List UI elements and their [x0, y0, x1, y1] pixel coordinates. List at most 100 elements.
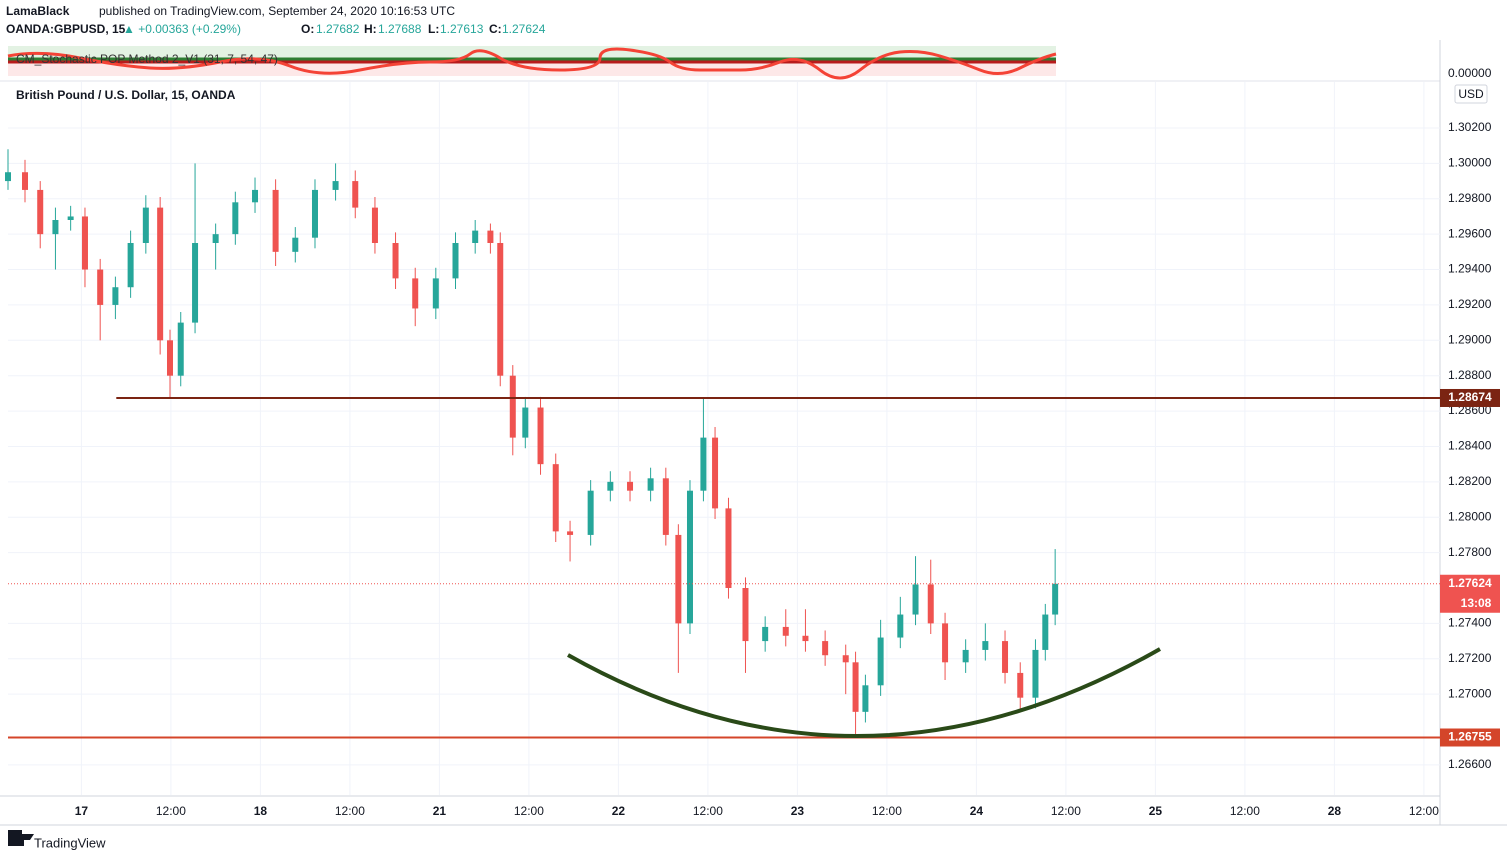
candle-body	[742, 588, 749, 642]
candle-body	[37, 189, 44, 235]
y-tick-label: 1.28200	[1448, 474, 1492, 488]
candle-body	[675, 534, 682, 624]
currency: USD	[1458, 87, 1484, 101]
x-tick-label: 12:00	[872, 804, 902, 818]
y-tick-label: 1.27200	[1448, 651, 1492, 665]
candle-body	[232, 202, 239, 235]
y-tick-label: 1.29200	[1448, 297, 1492, 311]
candle-body	[472, 230, 479, 243]
indicator-name: CM_Stochastic POP Method 2_V1 (31, 7, 54…	[16, 52, 278, 66]
candle-body	[1042, 614, 1049, 650]
candle-body	[802, 635, 809, 642]
x-tick-label: 24	[970, 804, 984, 818]
candle-body	[942, 623, 949, 663]
candle-body	[782, 626, 789, 636]
candle-body	[5, 172, 11, 182]
candle-body	[157, 207, 164, 341]
y-tick-label: 1.29400	[1448, 262, 1492, 276]
candle-body	[1052, 583, 1059, 615]
candle-body	[166, 340, 173, 376]
x-tick-label: 17	[75, 804, 89, 818]
candle-body	[292, 237, 299, 252]
candle-body	[962, 649, 969, 663]
marks	[5, 149, 1440, 739]
x-tick-label: 12:00	[156, 804, 186, 818]
candle-body	[371, 207, 378, 243]
candle-body	[1032, 649, 1039, 698]
open: 1.27682	[316, 22, 360, 36]
candle-body	[662, 478, 669, 535]
candle-body	[627, 481, 634, 491]
candle-body	[567, 531, 574, 535]
candle-body	[852, 662, 859, 712]
rounded-bottom-drawing	[567, 647, 1161, 738]
x-tick-label: 12:00	[514, 804, 544, 818]
candle-body	[897, 614, 904, 638]
x-tick-label: 12:00	[1230, 804, 1260, 818]
brand: TradingView	[34, 835, 106, 850]
last-price-box	[1440, 574, 1500, 613]
candle-body	[22, 172, 29, 190]
grid	[8, 82, 1440, 795]
x-tick-label: 18	[254, 804, 268, 818]
indicator-line	[7, 47, 1057, 80]
y-tick-label: 1.29000	[1448, 332, 1492, 346]
brand-logo	[8, 830, 34, 846]
last-price-label: 1.27624	[1448, 576, 1492, 590]
publisher: LamaBlack	[6, 4, 70, 18]
x-tick-label: 12:00	[693, 804, 723, 818]
high: 1.27688	[378, 22, 422, 36]
x-tick-label: 25	[1149, 804, 1163, 818]
candle-body	[762, 626, 769, 642]
change: ▲ +0.00363 (+0.29%)	[123, 22, 241, 36]
y-tick-label: 1.29600	[1448, 226, 1492, 240]
level-label-box	[1440, 388, 1500, 407]
x-tick-label: 21	[433, 804, 447, 818]
low: 1.27613	[440, 22, 484, 36]
candle-body	[982, 641, 989, 650]
y-tick-label: 1.28800	[1448, 368, 1492, 382]
x-tick-label: 12:00	[1409, 804, 1439, 818]
indicator-band-high	[8, 46, 1056, 60]
y-tick-label: 1.30200	[1448, 120, 1492, 134]
c-label: C:	[489, 22, 502, 36]
candle-body	[1017, 672, 1024, 698]
candle-body	[52, 220, 59, 235]
candle-body	[192, 243, 199, 323]
symbol: OANDA:GBPUSD, 15	[6, 22, 126, 36]
x-tick-label: 12:00	[335, 804, 365, 818]
level-label: 1.26755	[1448, 730, 1492, 744]
candle-body	[97, 269, 104, 305]
x-tick-label: 28	[1328, 804, 1342, 818]
chart-title: British Pound / U.S. Dollar, 15, OANDA	[16, 88, 236, 102]
l-label: L:	[428, 22, 439, 36]
candle-body	[647, 478, 654, 491]
candle-body	[537, 407, 544, 465]
y-tick-label: 1.27400	[1448, 616, 1492, 630]
candle-body	[212, 234, 219, 243]
level-label: 1.28674	[1448, 390, 1492, 404]
candle-body	[142, 207, 149, 243]
candle-body	[862, 685, 869, 712]
candle-body	[927, 584, 934, 624]
y-tick-label: 1.28000	[1448, 509, 1492, 523]
candle-body	[877, 637, 884, 686]
candle-body	[842, 655, 849, 663]
x-tick-label: 22	[612, 804, 626, 818]
candle-body	[487, 230, 494, 243]
candle-body	[432, 278, 439, 309]
candle-body	[252, 189, 259, 203]
candle-body	[607, 481, 614, 491]
candle-body	[272, 189, 279, 252]
y-tick-label: 1.27000	[1448, 686, 1492, 700]
o-label: O:	[301, 22, 314, 36]
candle-body	[412, 278, 419, 309]
y-tick-label: 1.26600	[1448, 757, 1492, 771]
candle-body	[822, 641, 829, 656]
y-tick-label: 1.29800	[1448, 191, 1492, 205]
candle-body	[686, 490, 693, 624]
candle-body	[311, 189, 318, 238]
x-tick-label: 23	[791, 804, 805, 818]
candle-body	[352, 181, 359, 208]
